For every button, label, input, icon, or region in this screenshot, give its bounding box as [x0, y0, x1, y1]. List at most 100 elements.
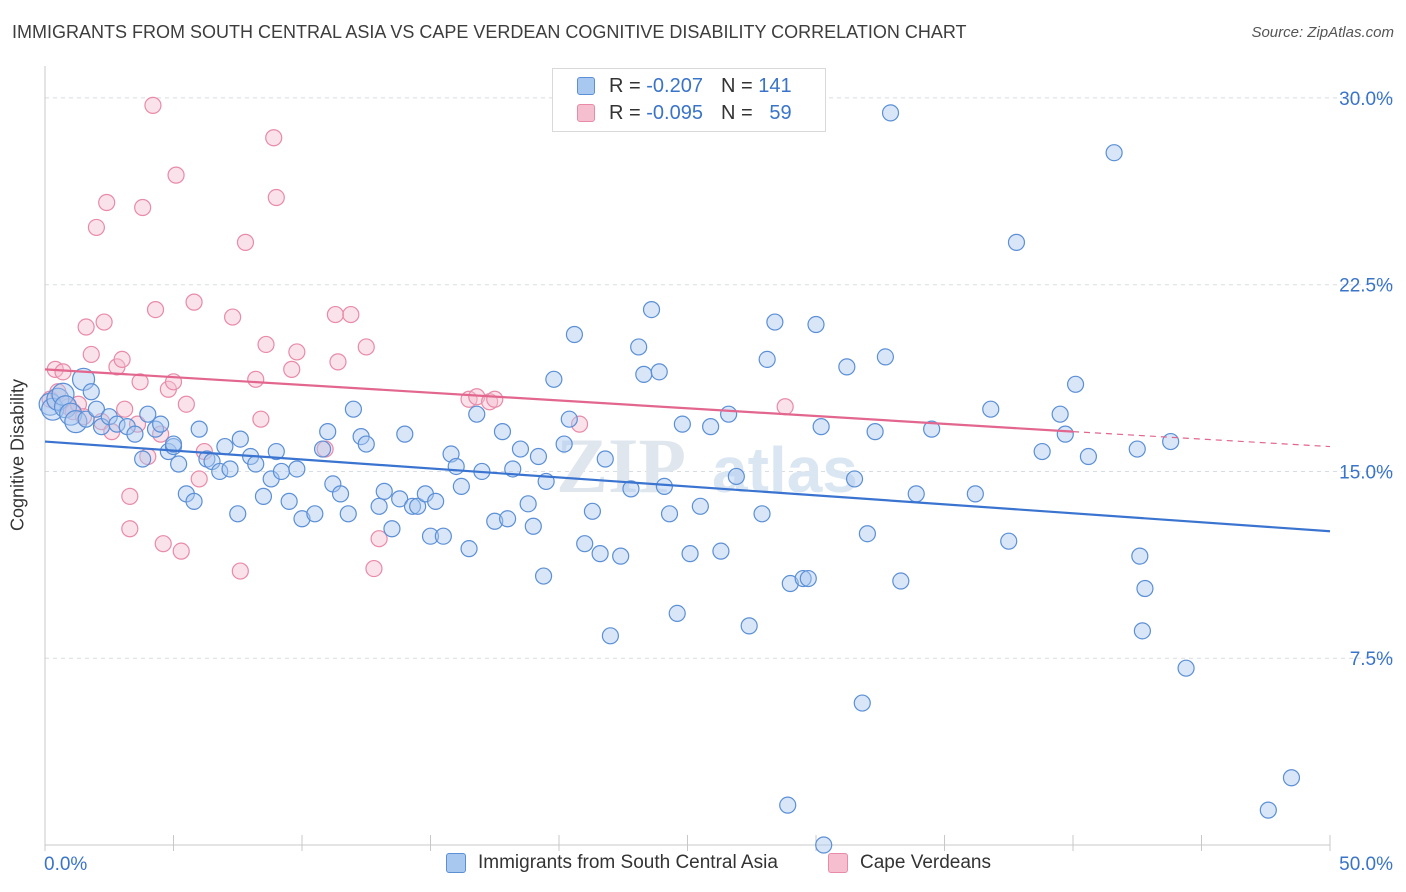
data-point-south-central-asia: [1282, 769, 1301, 787]
data-point-south-central-asia: [1105, 144, 1123, 162]
data-point-south-central-asia: [87, 400, 106, 418]
data-point-south-central-asia: [660, 505, 679, 523]
data-point-south-central-asia: [254, 487, 273, 505]
data-point-south-central-asia: [211, 462, 229, 481]
data-point-south-central-asia: [339, 505, 357, 523]
data-point-south-central-asia: [1007, 233, 1026, 251]
data-point-south-central-asia: [650, 363, 668, 381]
watermark-zip: ZIP: [556, 422, 686, 509]
r-value: -0.095: [646, 101, 703, 124]
data-point-south-central-asia: [375, 482, 393, 500]
r-label: R =: [609, 101, 641, 124]
stats-legend: R = -0.207 N = 141 R = -0.095 N = 59: [552, 68, 826, 132]
legend-label: Cape Verdeans: [860, 852, 991, 873]
data-point-south-central-asia: [907, 485, 925, 503]
data-point-south-central-asia: [1051, 405, 1069, 423]
data-point-south-central-asia: [216, 437, 234, 456]
data-point-south-central-asia: [1056, 425, 1074, 443]
data-point-cape-verdeans: [116, 400, 134, 418]
data-point-cape-verdeans: [247, 370, 265, 388]
data-point-south-central-asia: [635, 365, 653, 383]
data-point-south-central-asia: [493, 423, 512, 441]
data-point-south-central-asia: [838, 358, 856, 376]
blue-swatch: [577, 77, 595, 95]
data-point-cape-verdeans: [82, 345, 100, 364]
legend-row-pink: R = -0.095 N = 59: [577, 101, 792, 125]
data-point-south-central-asia: [357, 435, 375, 453]
data-point-south-central-asia: [966, 485, 984, 503]
data-point-cape-verdeans: [283, 360, 301, 378]
data-point-south-central-asia: [866, 423, 884, 441]
data-point-cape-verdeans: [326, 305, 345, 324]
data-point-south-central-asia: [622, 480, 640, 498]
data-point-south-central-asia: [383, 520, 401, 538]
data-point-south-central-asia: [267, 442, 285, 461]
data-point-south-central-asia: [344, 400, 362, 418]
data-point-cape-verdeans: [98, 193, 116, 212]
data-point-south-central-asia: [247, 455, 265, 473]
data-point-south-central-asia: [1066, 375, 1085, 393]
y-axis-label: Cognitive Disability: [7, 378, 28, 532]
data-point-south-central-asia: [982, 400, 1000, 418]
data-point-cape-verdeans: [121, 487, 139, 505]
data-point-south-central-asia: [190, 420, 208, 438]
data-point-south-central-asia: [1128, 440, 1146, 458]
legend-item-south-central-asia[interactable]: Immigrants from South Central Asia: [446, 852, 778, 874]
data-point-south-central-asia: [370, 497, 388, 515]
blue-swatch: [446, 853, 466, 873]
data-point-cape-verdeans: [224, 308, 242, 326]
series-south-central-asia: [38, 104, 1301, 854]
data-point-cape-verdeans: [77, 318, 95, 336]
chart-title: IMMIGRANTS FROM SOUTH CENTRAL ASIA VS CA…: [12, 22, 967, 42]
data-point-cape-verdeans: [267, 188, 285, 207]
legend-row-blue: R = -0.207 N = 141: [577, 74, 792, 98]
data-point-cape-verdeans: [236, 233, 255, 251]
data-point-south-central-asia: [108, 415, 126, 433]
data-point-south-central-asia: [720, 405, 738, 423]
data-point-south-central-asia: [642, 300, 661, 319]
data-point-south-central-asia: [288, 460, 306, 478]
data-point-cape-verdeans: [131, 373, 149, 391]
data-point-south-central-asia: [923, 420, 941, 438]
data-point-south-central-asia: [560, 410, 578, 428]
data-point-south-central-asia: [519, 495, 537, 513]
data-point-south-central-asia: [306, 505, 324, 523]
data-point-south-central-asia: [766, 313, 784, 331]
data-point-south-central-asia: [583, 502, 602, 520]
data-point-cape-verdeans: [113, 350, 131, 368]
data-point-south-central-asia: [1259, 801, 1277, 819]
data-point-south-central-asia: [280, 492, 298, 510]
data-point-south-central-asia: [64, 410, 88, 434]
data-point-south-central-asia: [758, 350, 776, 368]
data-point-south-central-asia: [313, 440, 332, 458]
data-point-south-central-asia: [673, 415, 691, 433]
data-point-south-central-asia: [403, 497, 422, 515]
data-point-cape-verdeans: [357, 338, 375, 356]
data-point-cape-verdeans: [185, 293, 203, 311]
data-point-south-central-asia: [272, 462, 291, 481]
data-point-south-central-asia: [845, 470, 864, 488]
data-point-south-central-asia: [691, 497, 709, 515]
data-point-south-central-asia: [134, 450, 152, 468]
y-tick-label: 15.0%: [1339, 462, 1393, 483]
data-point-south-central-asia: [421, 527, 440, 545]
data-point-cape-verdeans: [365, 559, 383, 578]
data-point-south-central-asia: [452, 477, 470, 496]
pink-swatch: [577, 104, 595, 122]
axes: [44, 66, 1331, 851]
data-point-south-central-asia: [1162, 432, 1180, 451]
data-point-south-central-asia: [858, 525, 877, 543]
trend-line-cape-verdeans-extension: [1072, 431, 1331, 448]
trend-lines: [44, 368, 1331, 533]
data-point-south-central-asia: [712, 542, 730, 560]
data-point-south-central-asia: [853, 694, 871, 712]
data-point-south-central-asia: [1079, 447, 1098, 466]
data-point-cape-verdeans: [152, 425, 170, 443]
data-point-south-central-asia: [293, 510, 311, 528]
data-point-cape-verdeans: [329, 353, 347, 371]
data-point-cape-verdeans: [172, 542, 190, 560]
data-point-south-central-asia: [740, 617, 758, 635]
data-point-cape-verdeans: [370, 530, 388, 548]
data-point-cape-verdeans: [121, 520, 139, 538]
legend-item-cape-verdeans[interactable]: Cape Verdeans: [828, 852, 991, 874]
